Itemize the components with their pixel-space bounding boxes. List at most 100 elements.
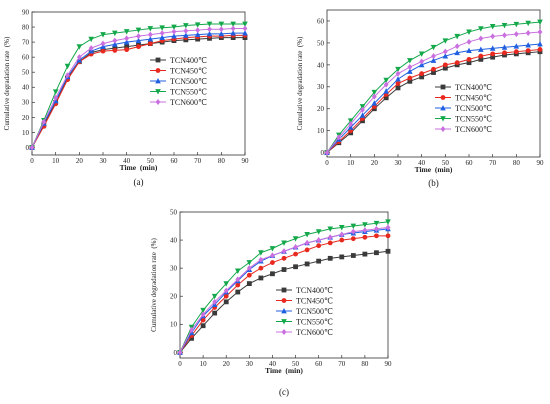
y-tick-label: 50 xyxy=(317,39,325,47)
legend-marker xyxy=(281,308,287,314)
data-point xyxy=(159,25,165,31)
x-tick-label: 20 xyxy=(371,159,379,167)
y-tick-label: 50 xyxy=(170,208,178,216)
x-tick-label: 20 xyxy=(76,157,84,165)
data-point xyxy=(490,33,496,40)
data-point xyxy=(362,227,368,234)
series-line xyxy=(326,51,541,153)
data-point xyxy=(234,268,241,274)
data-point xyxy=(525,20,531,27)
data-point xyxy=(407,64,413,71)
y-tick-label: 70 xyxy=(22,39,30,47)
x-tick-label: 90 xyxy=(537,159,545,167)
x-tick-label: 70 xyxy=(194,157,202,165)
legend-marker xyxy=(281,329,287,335)
data-point xyxy=(147,36,154,42)
data-point xyxy=(159,30,165,37)
x-tick-label: 80 xyxy=(218,157,226,165)
legend-marker xyxy=(155,78,161,84)
series-tcn600 xyxy=(29,25,248,151)
data-point xyxy=(442,62,448,68)
data-point xyxy=(200,317,206,323)
data-point xyxy=(235,276,241,283)
data-point xyxy=(112,41,118,47)
series-line xyxy=(31,34,245,148)
series-tcn550 xyxy=(177,219,391,356)
data-point xyxy=(359,112,366,118)
data-point xyxy=(124,47,130,53)
data-point xyxy=(258,256,264,263)
data-point xyxy=(100,40,106,47)
data-point xyxy=(371,93,377,100)
data-point xyxy=(419,74,425,80)
data-point xyxy=(124,44,130,50)
x-tick-label: 90 xyxy=(242,157,250,165)
data-point xyxy=(100,32,106,38)
data-point xyxy=(478,56,484,62)
data-point xyxy=(100,48,106,54)
data-point xyxy=(489,45,496,51)
data-point xyxy=(270,260,275,265)
data-point xyxy=(502,50,507,56)
series-tcn500 xyxy=(324,41,543,156)
data-point xyxy=(525,42,531,48)
data-point xyxy=(537,47,543,52)
data-point xyxy=(76,54,82,61)
data-point xyxy=(212,298,218,305)
data-point xyxy=(171,33,177,39)
data-point xyxy=(281,255,287,261)
data-point xyxy=(52,89,59,95)
x-tick-label: 50 xyxy=(292,360,300,368)
x-tick-label: 0 xyxy=(325,159,329,167)
data-point xyxy=(88,45,94,52)
data-point xyxy=(454,43,460,50)
data-point xyxy=(395,85,401,91)
data-point xyxy=(419,58,425,65)
data-point xyxy=(29,144,35,151)
x-tick-label: 90 xyxy=(385,360,393,368)
data-point xyxy=(112,37,118,44)
y-tick-label: 10 xyxy=(317,127,325,135)
data-point xyxy=(65,72,70,79)
data-point xyxy=(218,21,225,28)
legend-marker xyxy=(155,99,161,105)
x-tick-label: 80 xyxy=(513,159,521,167)
series-tcn550 xyxy=(324,19,543,156)
x-tick-label: 40 xyxy=(269,360,277,368)
data-point xyxy=(147,31,153,38)
legend-entry: TCN400℃ xyxy=(170,56,207,65)
data-point xyxy=(338,225,345,231)
data-point xyxy=(350,223,357,230)
data-point xyxy=(316,243,322,249)
x-axis-label: Time (min) xyxy=(415,165,453,174)
data-point xyxy=(246,260,253,266)
data-point xyxy=(385,233,391,239)
data-point xyxy=(315,229,322,235)
x-tick-label: 20 xyxy=(223,360,231,368)
series-tcn400 xyxy=(324,49,543,156)
x-tick-label: 10 xyxy=(347,159,355,167)
data-point xyxy=(270,252,275,259)
data-point xyxy=(501,22,508,29)
data-point xyxy=(200,323,206,329)
legend-marker xyxy=(281,287,287,293)
data-point xyxy=(304,261,310,267)
data-point xyxy=(189,326,194,333)
data-point xyxy=(385,219,391,225)
data-point xyxy=(362,222,368,228)
y-tick-label: 0 xyxy=(26,144,30,152)
legend-entry: TCN500℃ xyxy=(455,104,492,113)
data-point xyxy=(76,44,83,50)
data-point xyxy=(258,275,264,281)
data-point xyxy=(136,44,141,50)
x-axis-label: Time (min) xyxy=(120,163,158,172)
data-point xyxy=(478,53,484,59)
legend-marker xyxy=(155,89,161,95)
panel-label: (b) xyxy=(428,178,439,188)
data-point xyxy=(218,26,224,33)
data-point xyxy=(362,234,368,240)
data-point xyxy=(385,248,391,254)
data-point xyxy=(466,56,472,62)
